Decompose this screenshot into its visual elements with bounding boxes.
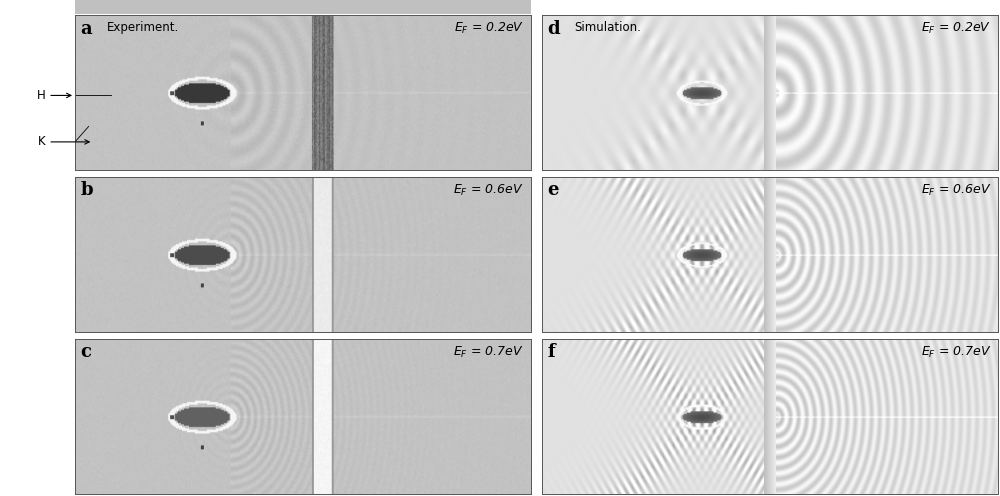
Text: e: e <box>548 182 559 199</box>
Text: f: f <box>548 343 555 361</box>
Text: $E_F$ = 0.2eV: $E_F$ = 0.2eV <box>921 21 991 36</box>
Text: c: c <box>80 343 91 361</box>
Text: H: H <box>37 89 71 102</box>
Bar <box>75 0 531 14</box>
Text: Experiment.: Experiment. <box>107 21 179 34</box>
Text: Simulation.: Simulation. <box>574 21 641 34</box>
Text: $E_F$ = 0.2eV: $E_F$ = 0.2eV <box>454 21 524 36</box>
Text: a: a <box>80 19 92 38</box>
Text: d: d <box>548 19 560 38</box>
Text: $E_F$ = 0.6eV: $E_F$ = 0.6eV <box>453 183 524 198</box>
Text: K: K <box>38 135 89 148</box>
Text: $E_F$ = 0.7eV: $E_F$ = 0.7eV <box>453 345 524 360</box>
Text: b: b <box>80 182 93 199</box>
Text: $E_F$ = 0.7eV: $E_F$ = 0.7eV <box>921 345 991 360</box>
Text: $E_F$ = 0.6eV: $E_F$ = 0.6eV <box>921 183 991 198</box>
